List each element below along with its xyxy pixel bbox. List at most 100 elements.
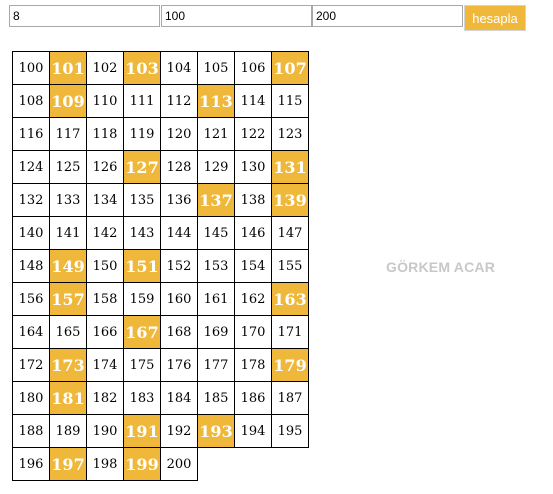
number-cell: 156	[12, 282, 50, 316]
prime-number-cell: 127	[123, 150, 161, 184]
number-cell: 144	[160, 216, 198, 250]
prime-number-cell: 199	[123, 447, 161, 481]
grid-row: 196 197 198 199 200	[12, 447, 309, 481]
number-cell: 112	[160, 84, 198, 118]
number-cell: 136	[160, 183, 198, 217]
number-cell: 185	[197, 381, 235, 415]
number-cell: 104	[160, 51, 198, 85]
number-cell: 169	[197, 315, 235, 349]
number-cell: 135	[123, 183, 161, 217]
prime-number-cell: 113	[197, 84, 235, 118]
number-cell: 183	[123, 381, 161, 415]
number-cell: 166	[86, 315, 124, 349]
number-cell: 126	[86, 150, 124, 184]
number-cell: 102	[86, 51, 124, 85]
number-cell: 184	[160, 381, 198, 415]
number-cell: 122	[234, 117, 272, 151]
start-number-input[interactable]	[161, 5, 312, 27]
number-cell: 196	[12, 447, 50, 481]
prime-number-cell: 167	[123, 315, 161, 349]
number-cell: 150	[86, 249, 124, 283]
grid-row: 100 101 102 103 104 105 106 107	[12, 51, 309, 85]
number-cell: 200	[160, 447, 198, 481]
prime-number-cell: 103	[123, 51, 161, 85]
number-cell: 120	[160, 117, 198, 151]
prime-number-cell: 181	[49, 381, 87, 415]
number-cell: 105	[197, 51, 235, 85]
number-cell: 117	[49, 117, 87, 151]
prime-number-cell: 109	[49, 84, 87, 118]
number-cell: 153	[197, 249, 235, 283]
grid-row: 140 141 142 143 144 145 146 147	[12, 216, 309, 250]
number-cell: 178	[234, 348, 272, 382]
grid-row: 172 173 174 175 176 177 178 179	[12, 348, 309, 382]
number-cell: 140	[12, 216, 50, 250]
number-cell: 176	[160, 348, 198, 382]
number-cell: 189	[49, 414, 87, 448]
prime-number-cell: 139	[271, 183, 309, 217]
number-cell: 106	[234, 51, 272, 85]
end-number-input[interactable]	[312, 5, 463, 27]
grid-row: 116 117 118 119 120 121 122 123	[12, 117, 309, 151]
empty-cell	[198, 448, 309, 481]
number-cell: 111	[123, 84, 161, 118]
prime-number-cell: 131	[271, 150, 309, 184]
prime-number-cell: 173	[49, 348, 87, 382]
number-cell: 145	[197, 216, 235, 250]
number-cell: 172	[12, 348, 50, 382]
number-cell: 164	[12, 315, 50, 349]
prime-number-cell: 101	[49, 51, 87, 85]
number-cell: 174	[86, 348, 124, 382]
number-cell: 116	[12, 117, 50, 151]
number-cell: 121	[197, 117, 235, 151]
number-cell: 180	[12, 381, 50, 415]
prime-number-cell: 107	[271, 51, 309, 85]
prime-number-cell: 179	[271, 348, 309, 382]
number-cell: 118	[86, 117, 124, 151]
prime-number-cell: 149	[49, 249, 87, 283]
number-cell: 177	[197, 348, 235, 382]
number-cell: 170	[234, 315, 272, 349]
number-cell: 114	[234, 84, 272, 118]
grid-row: 180 181 182 183 184 185 186 187	[12, 381, 309, 415]
number-cell: 182	[86, 381, 124, 415]
number-cell: 161	[197, 282, 235, 316]
prime-number-cell: 157	[49, 282, 87, 316]
number-cell: 162	[234, 282, 272, 316]
number-cell: 132	[12, 183, 50, 217]
number-cell: 142	[86, 216, 124, 250]
grid-row: 132 133 134 135 136 137 138 139	[12, 183, 309, 217]
grid-row: 164 165 166 167 168 169 170 171	[12, 315, 309, 349]
number-cell: 133	[49, 183, 87, 217]
prime-number-cell: 191	[123, 414, 161, 448]
number-cell: 123	[271, 117, 309, 151]
number-cell: 138	[234, 183, 272, 217]
number-cell: 100	[12, 51, 50, 85]
number-cell: 188	[12, 414, 50, 448]
number-cell: 146	[234, 216, 272, 250]
number-cell: 175	[123, 348, 161, 382]
number-cell: 147	[271, 216, 309, 250]
number-cell: 186	[234, 381, 272, 415]
number-cell: 198	[86, 447, 124, 481]
grid-row: 124 125 126 127 128 129 130 131	[12, 150, 309, 184]
columns-input[interactable]	[9, 5, 160, 27]
number-grid: 100 101 102 103 104 105 106 107 108 109 110 111 112 1…	[12, 51, 309, 481]
author-watermark: GÖRKEM ACAR	[386, 259, 496, 275]
number-cell: 165	[49, 315, 87, 349]
number-cell: 160	[160, 282, 198, 316]
number-cell: 129	[197, 150, 235, 184]
number-cell: 115	[271, 84, 309, 118]
number-cell: 171	[271, 315, 309, 349]
calculate-button[interactable]: hesapla	[464, 5, 526, 31]
number-cell: 192	[160, 414, 198, 448]
number-cell: 148	[12, 249, 50, 283]
number-cell: 194	[234, 414, 272, 448]
number-cell: 155	[271, 249, 309, 283]
number-cell: 143	[123, 216, 161, 250]
number-cell: 124	[12, 150, 50, 184]
number-cell: 134	[86, 183, 124, 217]
grid-row: 148 149 150 151 152 153 154 155	[12, 249, 309, 283]
number-cell: 125	[49, 150, 87, 184]
number-cell: 141	[49, 216, 87, 250]
